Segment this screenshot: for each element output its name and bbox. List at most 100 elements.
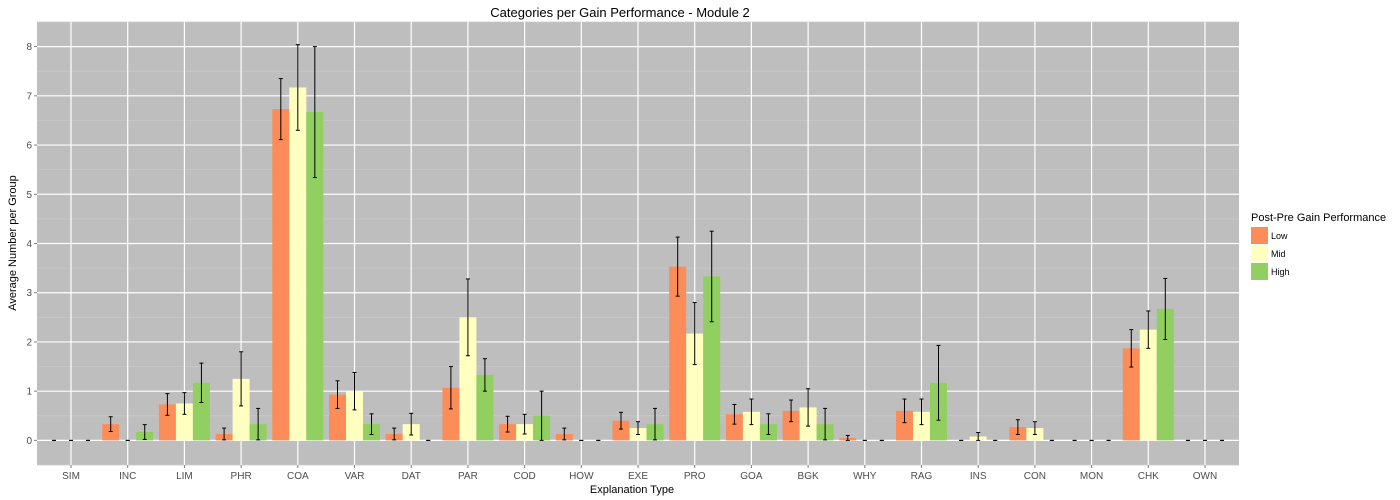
bar-high-pro <box>703 276 721 441</box>
x-tick-label: COD <box>513 471 535 482</box>
error-bar-low-rag <box>902 398 907 424</box>
x-tick-label: PAR <box>458 471 478 482</box>
x-tick-label: DAT <box>402 471 421 482</box>
error-bar-low-how <box>562 427 567 441</box>
x-tick-label: RAG <box>911 471 933 482</box>
x-tick-label: EXE <box>628 471 648 482</box>
legend-title: Post-Pre Gain Performance <box>1251 212 1386 224</box>
error-bar-low-var <box>335 380 340 409</box>
error-bar-low-chk <box>1129 329 1134 368</box>
bar-mid-chk <box>1139 329 1157 441</box>
x-tick-label: PHR <box>231 471 252 482</box>
error-bar-mid-exe <box>636 421 640 435</box>
error-bar-low-pro <box>675 236 680 297</box>
error-bar-low-dat <box>392 427 397 441</box>
x-tick-label: WHY <box>853 471 877 482</box>
bar-low-var <box>328 394 347 441</box>
bar-low-par <box>442 387 460 441</box>
y-tick-label: 1 <box>26 387 32 398</box>
bar-low-chk <box>1122 348 1140 441</box>
error-bar-high-var <box>369 413 374 435</box>
bar-low-bgk <box>782 410 800 441</box>
bar-high-chk <box>1156 308 1174 441</box>
x-tick-label: MON <box>1080 471 1103 482</box>
bar-mid-pro <box>686 333 704 441</box>
x-tick-label: BGK <box>798 471 819 482</box>
y-axis-label: Average Number per Group <box>7 175 19 311</box>
x-tick-label: SIM <box>62 471 80 482</box>
bar-low-exe <box>612 420 630 441</box>
error-bar-high-par <box>482 358 487 392</box>
error-bar-mid-goa <box>749 398 754 426</box>
legend-swatch-mid <box>1251 245 1268 262</box>
legend-swatch-low <box>1251 227 1268 244</box>
bar-low-coa <box>272 109 290 441</box>
error-bar-mid-pro <box>692 302 697 366</box>
bar-low-pro <box>669 266 687 441</box>
y-tick-label: 6 <box>26 141 32 152</box>
x-axis-label: Explanation Type <box>590 484 674 496</box>
y-tick-label: 4 <box>26 239 32 250</box>
bar-high-par <box>476 374 494 441</box>
x-tick-label: COA <box>287 471 309 482</box>
error-bar-mid-ins <box>976 432 981 441</box>
error-bar-low-goa <box>732 403 737 425</box>
error-bar-high-lim <box>199 362 204 403</box>
x-tick-label: CHK <box>1138 471 1159 482</box>
legend-swatch-high <box>1251 263 1268 280</box>
error-bar-mid-dat <box>409 412 414 436</box>
error-bar-mid-con <box>1032 421 1037 435</box>
x-tick-label: GOA <box>740 471 763 482</box>
x-tick-label: INC <box>119 471 136 482</box>
x-axis: SIM INC LIM PHR COA VAR DAT PAR COD HOW EXE PRO GOA B… <box>62 465 1217 482</box>
error-bar-high-inc <box>142 424 147 440</box>
x-tick-label: CON <box>1024 471 1046 482</box>
error-bar-low-cod <box>505 415 510 433</box>
error-bar-high-phr <box>256 407 261 441</box>
x-tick-label: INS <box>970 471 987 482</box>
error-bar-high-coa <box>312 46 317 179</box>
error-bar-high-goa <box>766 413 771 435</box>
bar-mid-par <box>459 317 477 441</box>
bar-low-inc <box>102 424 120 441</box>
error-bar-low-exe <box>618 411 623 430</box>
x-tick-label: VAR <box>345 471 365 482</box>
x-tick-label: HOW <box>569 471 594 482</box>
error-bar-mid-chk <box>1146 310 1151 349</box>
x-tick-label: PRO <box>684 471 706 482</box>
error-bar-high-cod <box>539 390 544 441</box>
x-tick-label: LIM <box>176 471 193 482</box>
error-bar-low-phr <box>222 427 227 441</box>
x-tick-label: OWN <box>1193 471 1217 482</box>
y-tick-label: 0 <box>26 436 32 447</box>
bar-mid-rag <box>912 411 930 441</box>
y-tick-label: 8 <box>26 42 32 53</box>
legend-label-mid: Mid <box>1271 249 1286 259</box>
error-bar-high-chk <box>1163 277 1168 340</box>
error-bar-mid-var <box>352 371 357 411</box>
bar-high-coa <box>306 112 324 441</box>
error-bar-low-lim <box>165 393 170 416</box>
legend-label-low: Low <box>1271 231 1288 241</box>
error-bar-high-exe <box>653 407 658 441</box>
y-tick-label: 2 <box>26 337 32 348</box>
error-bar-high-rag <box>936 344 941 421</box>
bars <box>102 87 1174 441</box>
error-bars <box>52 44 1224 441</box>
error-bar-mid-lim <box>182 392 187 415</box>
error-bar-mid-par <box>465 278 470 357</box>
error-bar-mid-rag <box>919 398 924 426</box>
error-bar-low-inc <box>108 416 113 433</box>
bar-mid-goa <box>742 411 760 441</box>
bar-mid-coa <box>289 87 307 441</box>
y-tick-label: 7 <box>26 91 32 102</box>
bar-low-lim <box>158 404 176 441</box>
error-bar-high-bgk <box>823 407 828 441</box>
error-bar-mid-cod <box>522 413 527 435</box>
error-bar-high-pro <box>709 230 714 323</box>
error-bar-low-con <box>1015 419 1020 435</box>
y-tick-label: 5 <box>26 190 32 201</box>
bar-high-lim <box>192 382 210 441</box>
chart-title: Categories per Gain Performance - Module… <box>490 5 749 20</box>
